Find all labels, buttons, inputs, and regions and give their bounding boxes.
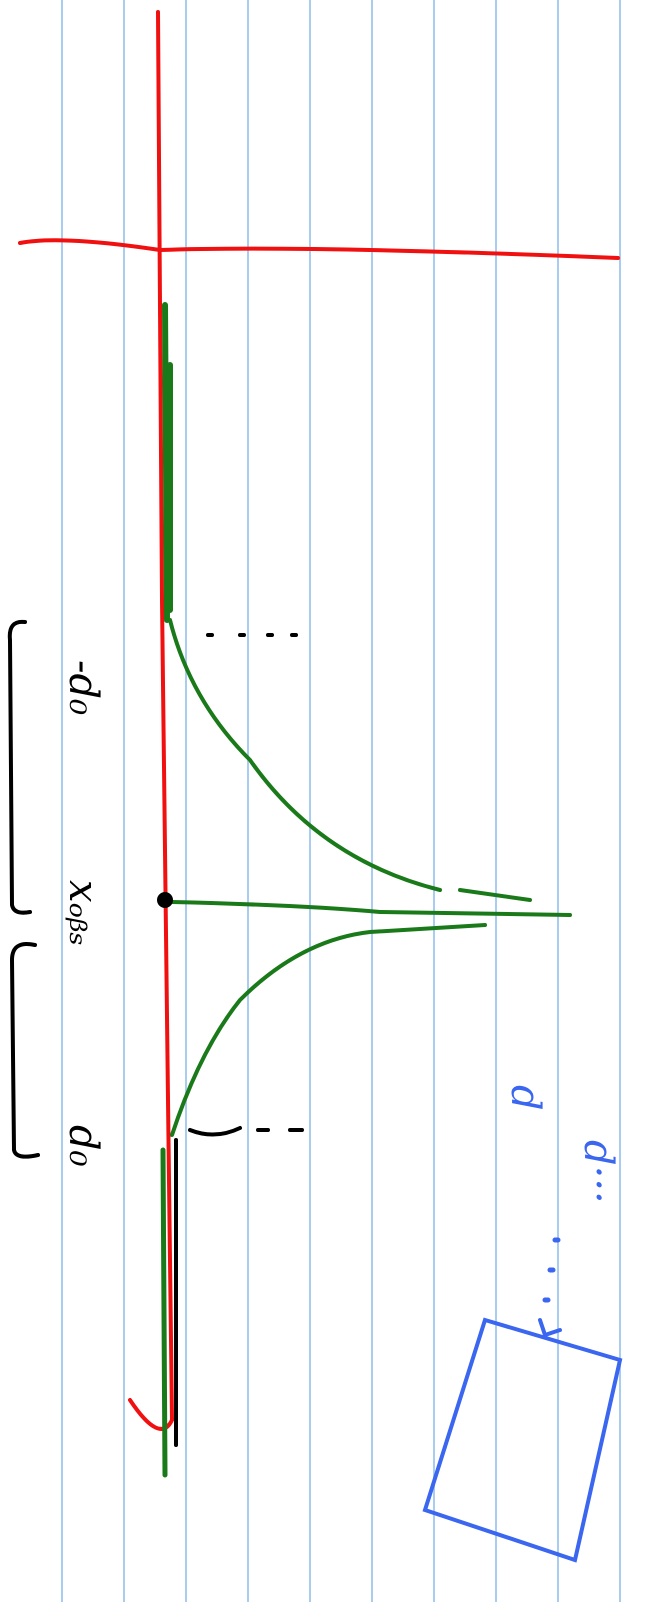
red-line (20, 240, 618, 258)
green-left-curve (170, 620, 530, 900)
label-neg-d0: -d₀ (60, 660, 106, 715)
x-obs-point (157, 892, 173, 908)
green-flat (165, 305, 170, 620)
sketch (10, 12, 620, 1560)
blue-dots (545, 1240, 558, 1300)
blue-box (425, 1320, 620, 1560)
green-flat-2 (163, 1150, 165, 1475)
label-d: d (502, 1085, 548, 1111)
green-right-curve (172, 925, 485, 1135)
label-d-dots: d··· (575, 1140, 621, 1204)
label-d0: d₀ (60, 1125, 106, 1167)
label-x-obs: xₒᵦₛ (60, 880, 106, 946)
ruled-lines (62, 0, 620, 1602)
note-page: -d₀ xₒᵦₛ d₀ d d··· (0, 0, 647, 1602)
brackets (10, 622, 38, 1157)
